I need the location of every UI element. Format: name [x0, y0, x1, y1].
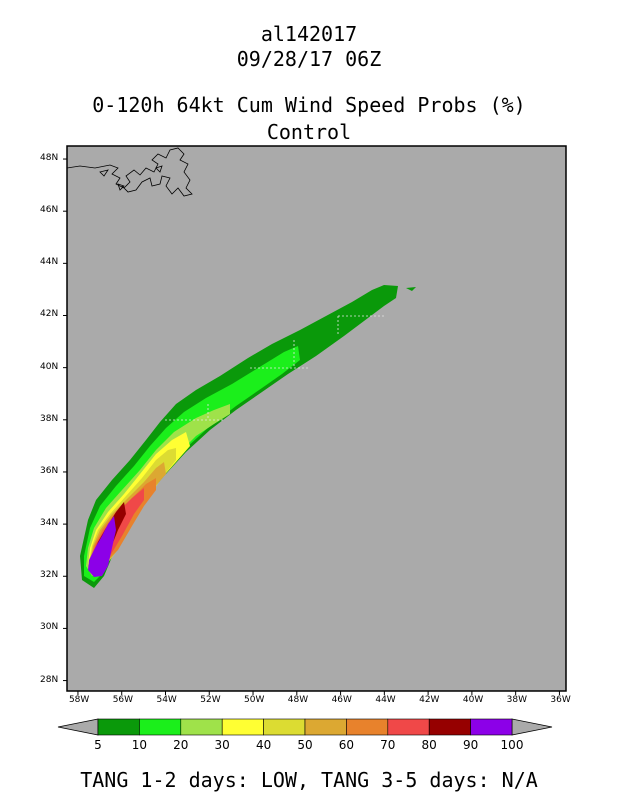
lat-label: 36N: [40, 465, 59, 476]
colorbar-label: 30: [214, 738, 230, 752]
lat-label: 28N: [40, 674, 59, 685]
colorbar-label: 20: [173, 738, 189, 752]
colorbar-label: 80: [421, 738, 437, 752]
lon-label: 46W: [331, 695, 352, 705]
lat-label: 38N: [40, 413, 59, 424]
colorbar-right-arrow: [511, 718, 553, 736]
colorbar-swatch: [387, 718, 430, 736]
lat-label: 48N: [40, 153, 59, 164]
colorbar-swatch: [139, 718, 182, 736]
colorbar-label: 90: [462, 738, 479, 752]
lon-label: 36W: [550, 695, 571, 705]
colorbar-label: 10: [131, 738, 148, 752]
lat-label: 30N: [40, 622, 59, 633]
swath-5pct-islet: [406, 287, 416, 291]
colorbar-label: 5: [94, 738, 102, 752]
lat-label: 34N: [40, 518, 59, 529]
colorbar-swatch: [221, 718, 264, 736]
lon-label: 50W: [244, 695, 265, 705]
swath-5pct: [80, 285, 398, 588]
lon-label: 56W: [112, 695, 134, 705]
lat-label: 42N: [40, 309, 59, 320]
colorbar-swatch: [180, 718, 223, 736]
lon-label: 54W: [156, 695, 177, 705]
lon-label: 52W: [200, 695, 221, 705]
colorbar-swatch: [263, 718, 306, 736]
colorbar-swatch: [304, 718, 347, 736]
lat-label: 46N: [40, 205, 59, 216]
axis-ticks: [63, 158, 560, 695]
colorbar-label: 70: [380, 738, 396, 752]
lon-label: 42W: [419, 695, 440, 705]
lat-label: 44N: [40, 257, 59, 268]
colorbar-label: 100: [500, 738, 524, 752]
lon-label: 38W: [506, 695, 528, 705]
run-title: Control: [266, 120, 352, 144]
lon-label: 40W: [462, 695, 484, 705]
datetime-title: 09/28/17 06Z: [236, 47, 382, 71]
map-background: [66, 145, 567, 692]
lon-label: 48W: [287, 695, 309, 705]
product-title: 0-120h 64kt Cum Wind Speed Probs (%): [92, 93, 526, 117]
lat-label: 32N: [40, 570, 59, 581]
colorbar-swatch: [428, 718, 471, 736]
tang-footer: TANG 1-2 days: LOW, TANG 3-5 days: N/A: [80, 768, 538, 792]
colorbar-label: 40: [255, 738, 272, 752]
swath-gridlines: [165, 315, 384, 421]
probability-swath: [80, 285, 416, 588]
coastline: [66, 147, 193, 197]
storm-id-title: al142017: [260, 22, 358, 46]
lat-label: 40N: [40, 361, 59, 372]
colorbar-swatch: [470, 718, 513, 736]
colorbar-swatch: [346, 718, 389, 736]
colorbar-label: 50: [297, 738, 313, 752]
swath-90-100pct: [88, 516, 116, 577]
colorbar-label: 60: [338, 738, 355, 752]
colorbar-swatch: [97, 718, 140, 736]
lon-label: 58W: [68, 695, 90, 705]
colorbar: [57, 718, 553, 736]
lon-label: 44W: [375, 695, 396, 705]
colorbar-left-arrow: [57, 718, 99, 736]
